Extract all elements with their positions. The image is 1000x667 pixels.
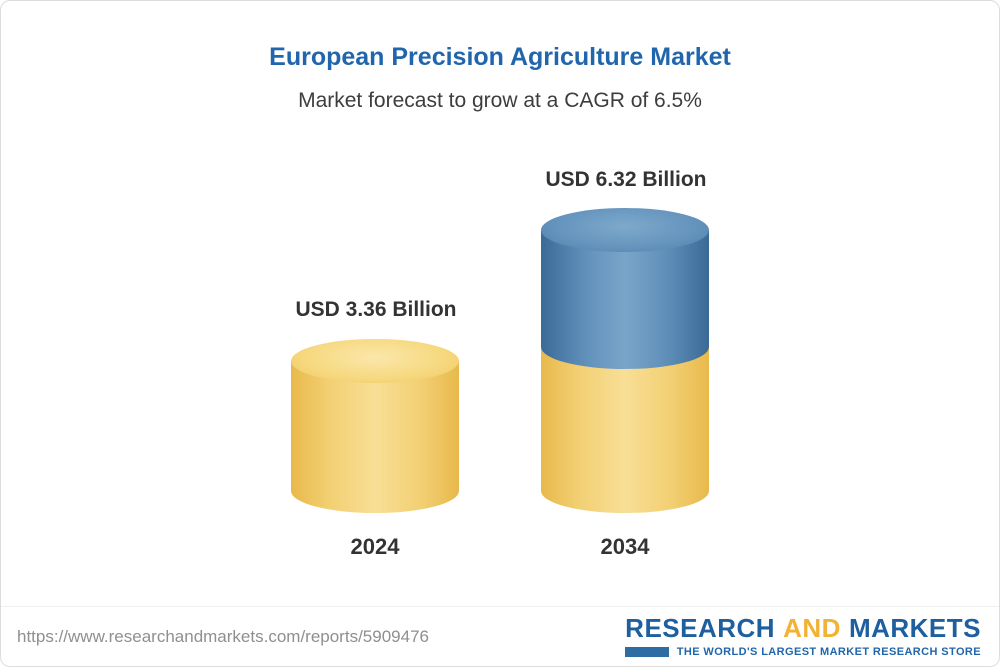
value-label-2024: USD 3.36 Billion <box>295 298 457 321</box>
logo-word-markets: MARKETS <box>848 613 981 644</box>
logo-wordmark: RESEARCH AND MARKETS <box>625 613 981 644</box>
logo-bar <box>625 646 669 657</box>
axis-label-2024: 2024 <box>350 534 400 559</box>
page-title: European Precision Agriculture Market <box>269 43 731 71</box>
research-and-markets-logo: RESEARCH AND MARKETS THE WORLD'S LARGEST… <box>625 613 981 658</box>
logo-tagline: THE WORLD'S LARGEST MARKET RESEARCH STOR… <box>676 645 981 658</box>
cylinder-2034-blue-segment <box>541 230 709 369</box>
logo-tagline-row: THE WORLD'S LARGEST MARKET RESEARCH STOR… <box>625 646 981 658</box>
cylinder-2024-body <box>291 361 459 513</box>
logo-word-research: RESEARCH <box>625 613 776 644</box>
value-label-2034: USD 6.32 Billion <box>545 168 707 191</box>
logo-word-and: AND <box>783 613 841 644</box>
cylinder-2034-top <box>541 208 709 252</box>
report-url: https://www.researchandmarkets.com/repor… <box>17 626 429 646</box>
cylinder-2034-gold-segment <box>541 341 709 513</box>
footer: https://www.researchandmarkets.com/repor… <box>1 606 999 666</box>
cylinder-2024-top <box>291 339 459 383</box>
axis-label-2034: 2034 <box>600 534 650 559</box>
page-subtitle: Market forecast to grow at a CAGR of 6.5… <box>298 89 702 112</box>
